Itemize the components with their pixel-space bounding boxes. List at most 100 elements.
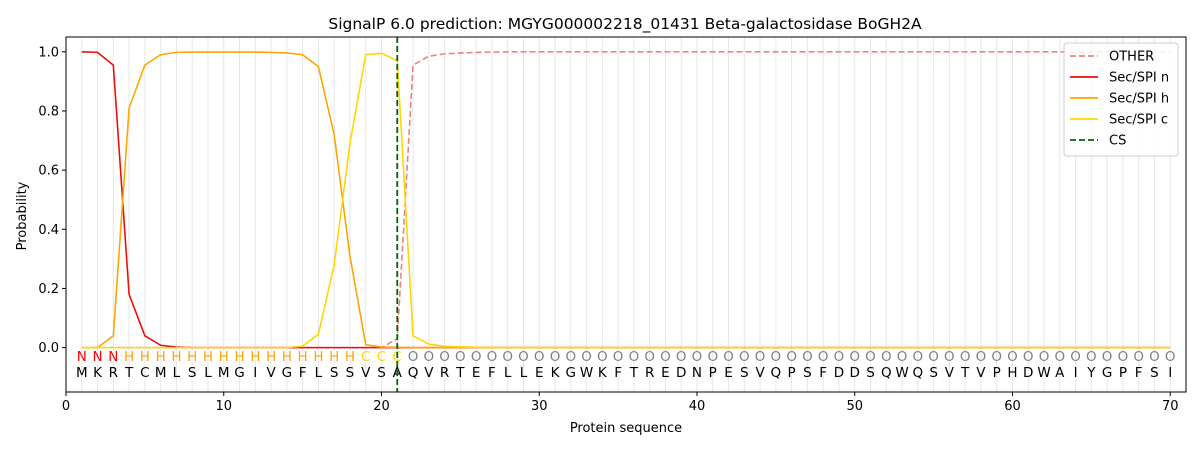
region-label: H xyxy=(187,349,197,365)
region-label: O xyxy=(849,349,860,365)
region-label: O xyxy=(581,349,592,365)
y-axis-label: Probability xyxy=(15,181,30,250)
x-tick-label: 0 xyxy=(62,399,70,414)
residue-label: S xyxy=(866,365,875,381)
residue-label: L xyxy=(173,365,181,381)
x-tick-label: 10 xyxy=(215,399,232,414)
residue-label: C xyxy=(140,365,149,381)
residue-label: V xyxy=(266,365,276,381)
residue-label: F xyxy=(1135,365,1143,381)
region-label: O xyxy=(897,349,908,365)
region-label: O xyxy=(960,349,971,365)
region-label: O xyxy=(928,349,939,365)
region-label: O xyxy=(439,349,450,365)
residue-label: W xyxy=(1037,365,1050,381)
region-label: O xyxy=(976,349,987,365)
residue-label: S xyxy=(929,365,938,381)
region-label: H xyxy=(124,349,134,365)
legend-label: OTHER xyxy=(1109,50,1154,65)
region-label: O xyxy=(1149,349,1160,365)
region-label: O xyxy=(786,349,797,365)
region-label: O xyxy=(644,349,655,365)
x-tick-label: 70 xyxy=(1162,399,1179,414)
residue-label: W xyxy=(895,365,908,381)
region-label: O xyxy=(834,349,845,365)
region-label: O xyxy=(423,349,434,365)
residue-label: V xyxy=(945,365,955,381)
residue-label: R xyxy=(645,365,654,381)
residue-label: P xyxy=(1119,365,1127,381)
residue-label: S xyxy=(346,365,355,381)
residue-label: F xyxy=(819,365,827,381)
residue-label: S xyxy=(330,365,339,381)
residue-label: Y xyxy=(1086,365,1096,381)
y-tick-label: 0.8 xyxy=(38,104,59,119)
residue-label: L xyxy=(504,365,512,381)
region-label: C xyxy=(377,349,386,365)
series-line-sec-spi-c xyxy=(81,52,1171,349)
region-label: O xyxy=(676,349,687,365)
region-label: H xyxy=(266,349,276,365)
residue-label: L xyxy=(315,365,323,381)
region-label: O xyxy=(865,349,876,365)
region-label: H xyxy=(156,349,166,365)
region-label: H xyxy=(234,349,244,365)
residue-label: E xyxy=(661,365,670,381)
region-label: O xyxy=(1070,349,1081,365)
residue-label: S xyxy=(1150,365,1159,381)
y-axis: 0.0 0.2 0.4 0.6 0.8 1.0 xyxy=(38,45,66,356)
residue-label: E xyxy=(724,365,733,381)
region-label: O xyxy=(471,349,482,365)
y-tick-label: 0.2 xyxy=(38,282,59,297)
residue-label: M xyxy=(76,365,88,381)
region-label: O xyxy=(913,349,924,365)
residue-label: G xyxy=(234,365,244,381)
region-label: H xyxy=(203,349,213,365)
residue-label: G xyxy=(566,365,576,381)
region-label: O xyxy=(1054,349,1065,365)
region-label: H xyxy=(282,349,292,365)
residue-label: T xyxy=(124,365,134,381)
x-tick-label: 20 xyxy=(373,399,390,414)
region-label: O xyxy=(660,349,671,365)
residue-label: Q xyxy=(913,365,924,381)
region-label: O xyxy=(629,349,640,365)
region-label: H xyxy=(140,349,150,365)
residue-label: A xyxy=(1055,365,1065,381)
region-label: O xyxy=(1039,349,1050,365)
grid-layer xyxy=(81,37,1171,392)
region-label: O xyxy=(534,349,545,365)
y-tick-label: 0.4 xyxy=(38,223,59,238)
plot-area-frame xyxy=(65,36,1187,393)
residue-label: G xyxy=(1102,365,1112,381)
region-label: O xyxy=(991,349,1002,365)
region-label: O xyxy=(739,349,750,365)
residue-label: I xyxy=(253,365,257,381)
residue-label: K xyxy=(551,365,561,381)
residue-label: E xyxy=(472,365,481,381)
residue-label: Q xyxy=(881,365,892,381)
residue-label: H xyxy=(1007,365,1017,381)
region-label: O xyxy=(881,349,892,365)
residue-label: K xyxy=(93,365,103,381)
region-label: O xyxy=(1007,349,1018,365)
region-label: O xyxy=(550,349,561,365)
chart-title: SignalP 6.0 prediction: MGYG000002218_01… xyxy=(328,15,922,34)
residue-label: K xyxy=(598,365,608,381)
residue-label: T xyxy=(455,365,465,381)
region-label: H xyxy=(171,349,181,365)
residue-label: F xyxy=(299,365,307,381)
region-label: O xyxy=(1023,349,1034,365)
residue-label: P xyxy=(993,365,1001,381)
y-tick-label: 0.0 xyxy=(38,341,59,356)
region-label: O xyxy=(1086,349,1097,365)
residue-label: V xyxy=(424,365,434,381)
region-label: O xyxy=(707,349,718,365)
residue-label: D xyxy=(850,365,860,381)
residue-label: S xyxy=(803,365,812,381)
series-layer xyxy=(81,50,1171,349)
region-label: O xyxy=(755,349,766,365)
legend-box xyxy=(1063,42,1179,157)
legend-label: CS xyxy=(1109,134,1126,149)
region-label: H xyxy=(219,349,229,365)
